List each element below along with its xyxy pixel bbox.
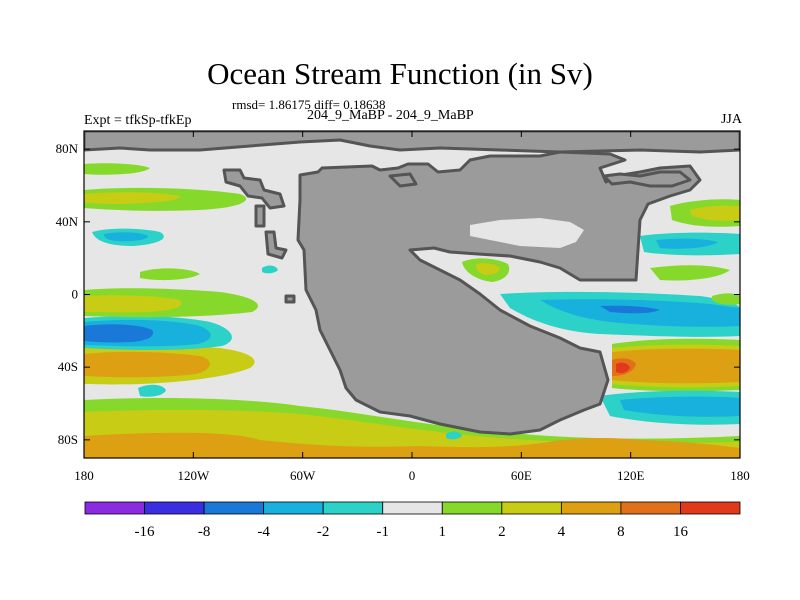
contour-pacific-40s-4-8 (84, 351, 210, 378)
contour-east-60s-m2-m4 (620, 396, 740, 417)
x-axis: 180 120W 60W 0 60E 120E 180 (74, 131, 750, 483)
colorbar-swatch (501, 501, 562, 515)
colorbar-swatch (382, 501, 443, 515)
contour-east-20n-1-2 (650, 265, 730, 281)
land-island-3 (284, 294, 296, 304)
land-island-1 (254, 204, 266, 228)
contour-east-40n-m2-m4 (656, 238, 718, 249)
contour-pacific-40n-m2-m4 (104, 232, 148, 242)
contour-pacific-eq-2-4 (84, 295, 182, 313)
season-label: JJA (720, 112, 742, 127)
colorbar-label: -16 (135, 524, 155, 540)
contour-pacific-small-minus (262, 265, 278, 274)
contour-east-eq-m4-m8 (600, 305, 660, 314)
y-tick-label: 80N (56, 141, 79, 156)
colorbar-label: -4 (257, 524, 270, 540)
x-tick-label: 180 (74, 468, 94, 483)
x-tick-label: 120W (177, 468, 210, 483)
colorbar-swatch (84, 501, 145, 515)
colorbar-label: 2 (498, 524, 506, 540)
land-north-mid-fragment (388, 172, 418, 188)
contour-pacific-70n-1-2 (84, 163, 150, 175)
colorbar-swatch (560, 501, 622, 515)
map-field (84, 131, 740, 458)
x-tick-label: 180 (730, 468, 750, 483)
contour-pacific-50s-minus (138, 384, 166, 397)
land-inner-sea-cut (470, 218, 584, 248)
contour-east-40s-gt16 (616, 362, 630, 374)
colorbar-label: 8 (617, 524, 625, 540)
y-tick-label: 40N (56, 214, 79, 229)
colorbar-label: 4 (558, 524, 566, 540)
colorbar-swatch (322, 501, 384, 515)
contour-east-60n-2-4 (690, 205, 740, 221)
x-tick-label: 60E (511, 468, 532, 483)
colorbar-label: -8 (198, 524, 211, 540)
land-north-fragment (222, 168, 286, 210)
x-tick-label: 0 (409, 468, 416, 483)
colorbar-label: 1 (439, 524, 447, 540)
contour-gulf-2-4 (476, 263, 500, 275)
contour-pacific-20s-m4-m8 (84, 324, 154, 343)
x-tick-label: 60W (290, 468, 316, 483)
colorbar-label: -1 (376, 524, 389, 540)
colorbar-label: -2 (317, 524, 330, 540)
colorbar: -16 -8 -4 -2 -1 1 2 4 8 16 (84, 501, 741, 540)
contour-pacific-60n-2-4 (84, 192, 181, 204)
contour-south-small-minus (446, 431, 462, 440)
colorbar-swatch (203, 501, 265, 515)
land-masses (84, 131, 740, 436)
stats-label: rmsd= 1.86175 diff= 0.18638 (232, 97, 386, 112)
colorbar-swatch (441, 501, 503, 515)
colorbar-label: 16 (673, 524, 689, 540)
contour-east-eq-small-1-2 (712, 293, 740, 305)
land-north-east-fragment (602, 170, 692, 188)
colorbar-swatch (620, 501, 681, 515)
y-tick-label: 0 (72, 287, 79, 302)
colorbar-swatch (144, 501, 205, 515)
land-pangaea (296, 150, 702, 436)
colorbar-swatch (680, 501, 741, 515)
x-tick-label: 120E (617, 468, 645, 483)
experiment-label: Expt = tfkSp-tfkEp (84, 113, 192, 128)
y-tick-label: 40S (58, 359, 78, 374)
y-axis: 80N 40N 0 40S 80S (56, 141, 740, 447)
contour-south-blob-4-8 (520, 438, 671, 458)
land-island-2 (264, 230, 288, 260)
land-arctic-cap (84, 131, 740, 154)
plot-title: Ocean Stream Function (in Sv) (207, 56, 593, 91)
contour-pacific-small-1-2 (140, 268, 200, 281)
case-label: 204_9_MaBP - 204_9_MaBP (307, 108, 474, 123)
contour-east-40s-4-8 (612, 348, 740, 384)
y-tick-label: 80S (58, 432, 78, 447)
colorbar-swatch (263, 501, 324, 515)
